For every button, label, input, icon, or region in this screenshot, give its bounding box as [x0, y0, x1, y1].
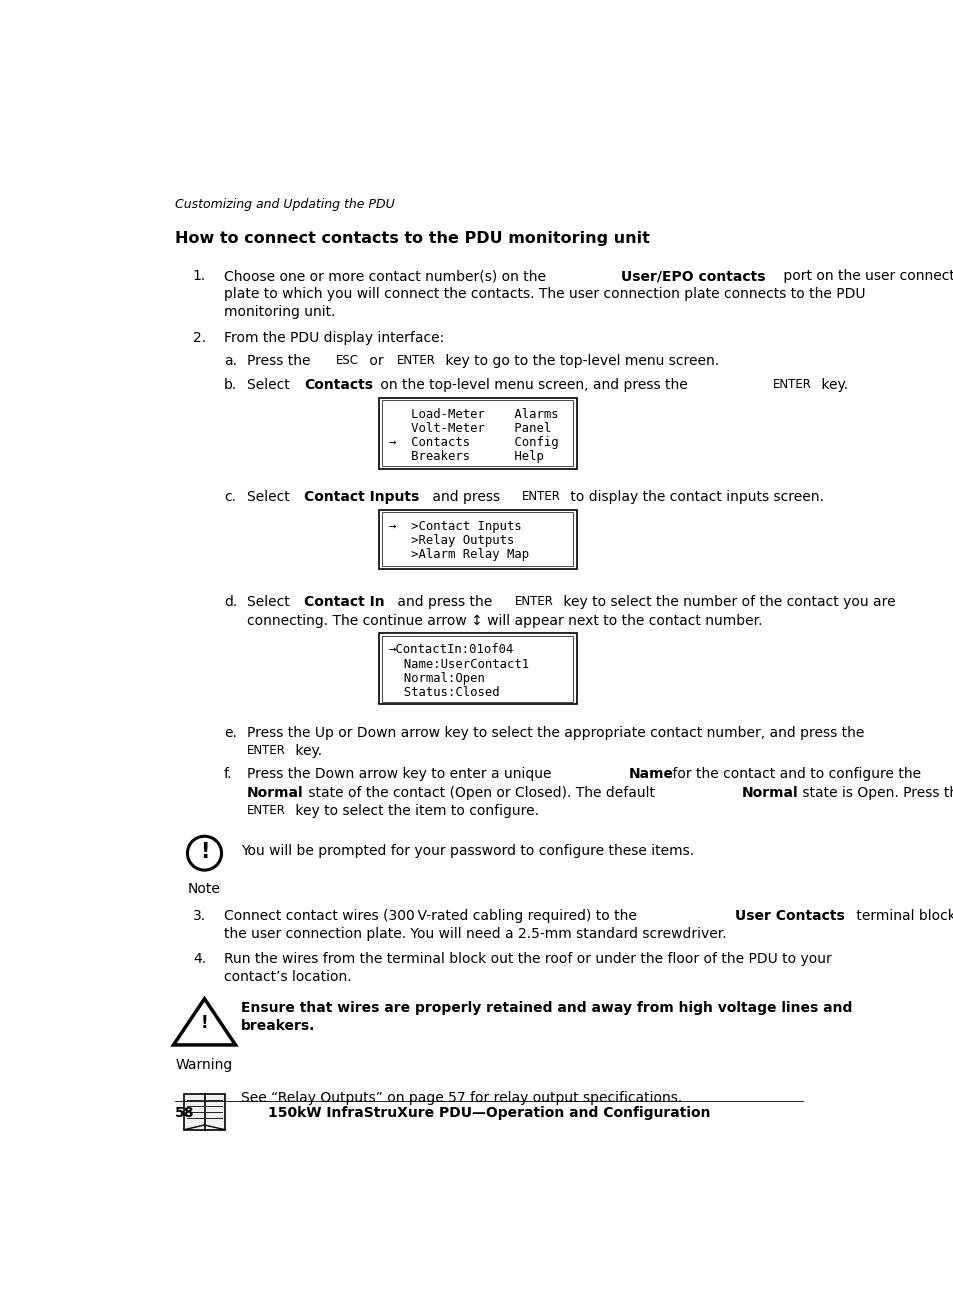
- Text: key to select the number of the contact you are: key to select the number of the contact …: [558, 596, 895, 609]
- Text: User/EPO contacts: User/EPO contacts: [620, 269, 764, 284]
- Text: for the contact and to configure the: for the contact and to configure the: [667, 768, 920, 781]
- Text: terminal block on: terminal block on: [851, 910, 953, 923]
- Text: monitoring unit.: monitoring unit.: [224, 306, 335, 319]
- Text: ESC: ESC: [335, 355, 359, 368]
- Text: Status:Closed: Status:Closed: [389, 687, 499, 700]
- Text: d.: d.: [224, 596, 237, 609]
- FancyBboxPatch shape: [382, 635, 573, 702]
- Text: Customizing and Updating the PDU: Customizing and Updating the PDU: [174, 198, 395, 211]
- Text: Ensure that wires are properly retained and away from high voltage lines and: Ensure that wires are properly retained …: [241, 1001, 851, 1015]
- Text: Contact Inputs: Contact Inputs: [304, 490, 419, 504]
- Text: User Contacts: User Contacts: [735, 910, 844, 923]
- Text: e.: e.: [224, 726, 236, 739]
- Text: 3.: 3.: [193, 910, 206, 923]
- Text: Normal:Open: Normal:Open: [389, 672, 484, 685]
- Text: port on the user connection: port on the user connection: [778, 269, 953, 284]
- Text: Breakers      Help: Breakers Help: [389, 450, 543, 463]
- Text: 150kW InfraStruXure PDU—Operation and Configuration: 150kW InfraStruXure PDU—Operation and Co…: [268, 1106, 709, 1120]
- Text: the user connection plate. You will need a 2.5-mm standard screwdriver.: the user connection plate. You will need…: [224, 927, 726, 941]
- FancyBboxPatch shape: [378, 633, 576, 704]
- Text: and press: and press: [427, 490, 504, 504]
- Text: Name:UserContact1: Name:UserContact1: [389, 658, 529, 671]
- Text: c.: c.: [224, 490, 235, 504]
- Text: Press the Up or Down arrow key to select the appropriate contact number, and pre: Press the Up or Down arrow key to select…: [247, 726, 863, 739]
- Text: !: !: [199, 842, 209, 861]
- FancyBboxPatch shape: [184, 1094, 224, 1129]
- Text: and press the: and press the: [393, 596, 496, 609]
- Text: Choose one or more contact number(s) on the: Choose one or more contact number(s) on …: [224, 269, 550, 284]
- Text: key to go to the top-level menu screen.: key to go to the top-level menu screen.: [440, 355, 719, 368]
- Text: ENTER: ENTER: [247, 744, 286, 758]
- Text: How to connect contacts to the PDU monitoring unit: How to connect contacts to the PDU monit…: [174, 231, 649, 246]
- FancyBboxPatch shape: [382, 512, 573, 566]
- Text: ENTER: ENTER: [247, 804, 286, 817]
- Text: Press the Down arrow key to enter a unique: Press the Down arrow key to enter a uniq…: [247, 768, 556, 781]
- Text: →ContactIn:01of04: →ContactIn:01of04: [389, 643, 514, 656]
- Text: Connect contact wires (300 V-rated cabling required) to the: Connect contact wires (300 V-rated cabli…: [224, 910, 640, 923]
- Text: Select: Select: [247, 490, 294, 504]
- Text: Warning: Warning: [175, 1058, 233, 1071]
- Text: →  Contacts      Config: → Contacts Config: [389, 436, 558, 449]
- Text: state is Open. Press the: state is Open. Press the: [798, 785, 953, 800]
- Text: Run the wires from the terminal block out the roof or under the floor of the PDU: Run the wires from the terminal block ou…: [224, 952, 831, 966]
- Text: on the top-level menu screen, and press the: on the top-level menu screen, and press …: [375, 378, 691, 391]
- Text: →  >Contact Inputs: → >Contact Inputs: [389, 520, 521, 533]
- Text: ENTER: ENTER: [772, 378, 811, 391]
- Text: ENTER: ENTER: [521, 490, 560, 503]
- Text: See “Relay Outputs” on page 57 for relay output specifications.: See “Relay Outputs” on page 57 for relay…: [241, 1091, 681, 1106]
- Text: 58: 58: [174, 1106, 194, 1120]
- Text: f.: f.: [224, 768, 232, 781]
- Text: !: !: [200, 1015, 208, 1032]
- Text: key.: key.: [816, 378, 847, 391]
- Text: >Alarm Relay Map: >Alarm Relay Map: [389, 549, 529, 562]
- Text: Contact In: Contact In: [304, 596, 385, 609]
- Text: Load-Meter    Alarms: Load-Meter Alarms: [389, 408, 558, 420]
- Text: or: or: [365, 355, 388, 368]
- Text: You will be prompted for your password to configure these items.: You will be prompted for your password t…: [241, 844, 694, 857]
- Text: From the PDU display interface:: From the PDU display interface:: [224, 331, 444, 345]
- Text: Volt-Meter    Panel: Volt-Meter Panel: [389, 421, 551, 435]
- Text: b.: b.: [224, 378, 237, 391]
- Text: contact’s location.: contact’s location.: [224, 970, 351, 983]
- Text: 2.: 2.: [193, 331, 206, 345]
- Text: a.: a.: [224, 355, 236, 368]
- Text: 4.: 4.: [193, 952, 206, 966]
- Text: 1.: 1.: [193, 269, 206, 284]
- Text: Select: Select: [247, 378, 294, 391]
- Text: Press the: Press the: [247, 355, 314, 368]
- Text: state of the contact (Open or Closed). The default: state of the contact (Open or Closed). T…: [303, 785, 659, 800]
- Text: breakers.: breakers.: [241, 1019, 315, 1033]
- FancyBboxPatch shape: [378, 398, 576, 469]
- Text: plate to which you will connect the contacts. The user connection plate connects: plate to which you will connect the cont…: [224, 288, 864, 301]
- FancyBboxPatch shape: [382, 400, 573, 466]
- Text: connecting. The continue arrow ↕ will appear next to the contact number.: connecting. The continue arrow ↕ will ap…: [247, 613, 761, 628]
- Text: Note: Note: [188, 882, 221, 897]
- Text: >Relay Outputs: >Relay Outputs: [389, 534, 514, 548]
- Text: ENTER: ENTER: [515, 596, 554, 608]
- Text: Contacts: Contacts: [304, 378, 373, 391]
- Text: Name: Name: [628, 768, 673, 781]
- Text: Normal: Normal: [740, 785, 798, 800]
- Text: ENTER: ENTER: [396, 355, 436, 368]
- Text: Normal: Normal: [247, 785, 303, 800]
- Text: to display the contact inputs screen.: to display the contact inputs screen.: [566, 490, 823, 504]
- FancyBboxPatch shape: [378, 509, 576, 569]
- Text: key to select the item to configure.: key to select the item to configure.: [291, 804, 538, 818]
- Text: key.: key.: [291, 744, 322, 758]
- Text: Select: Select: [247, 596, 294, 609]
